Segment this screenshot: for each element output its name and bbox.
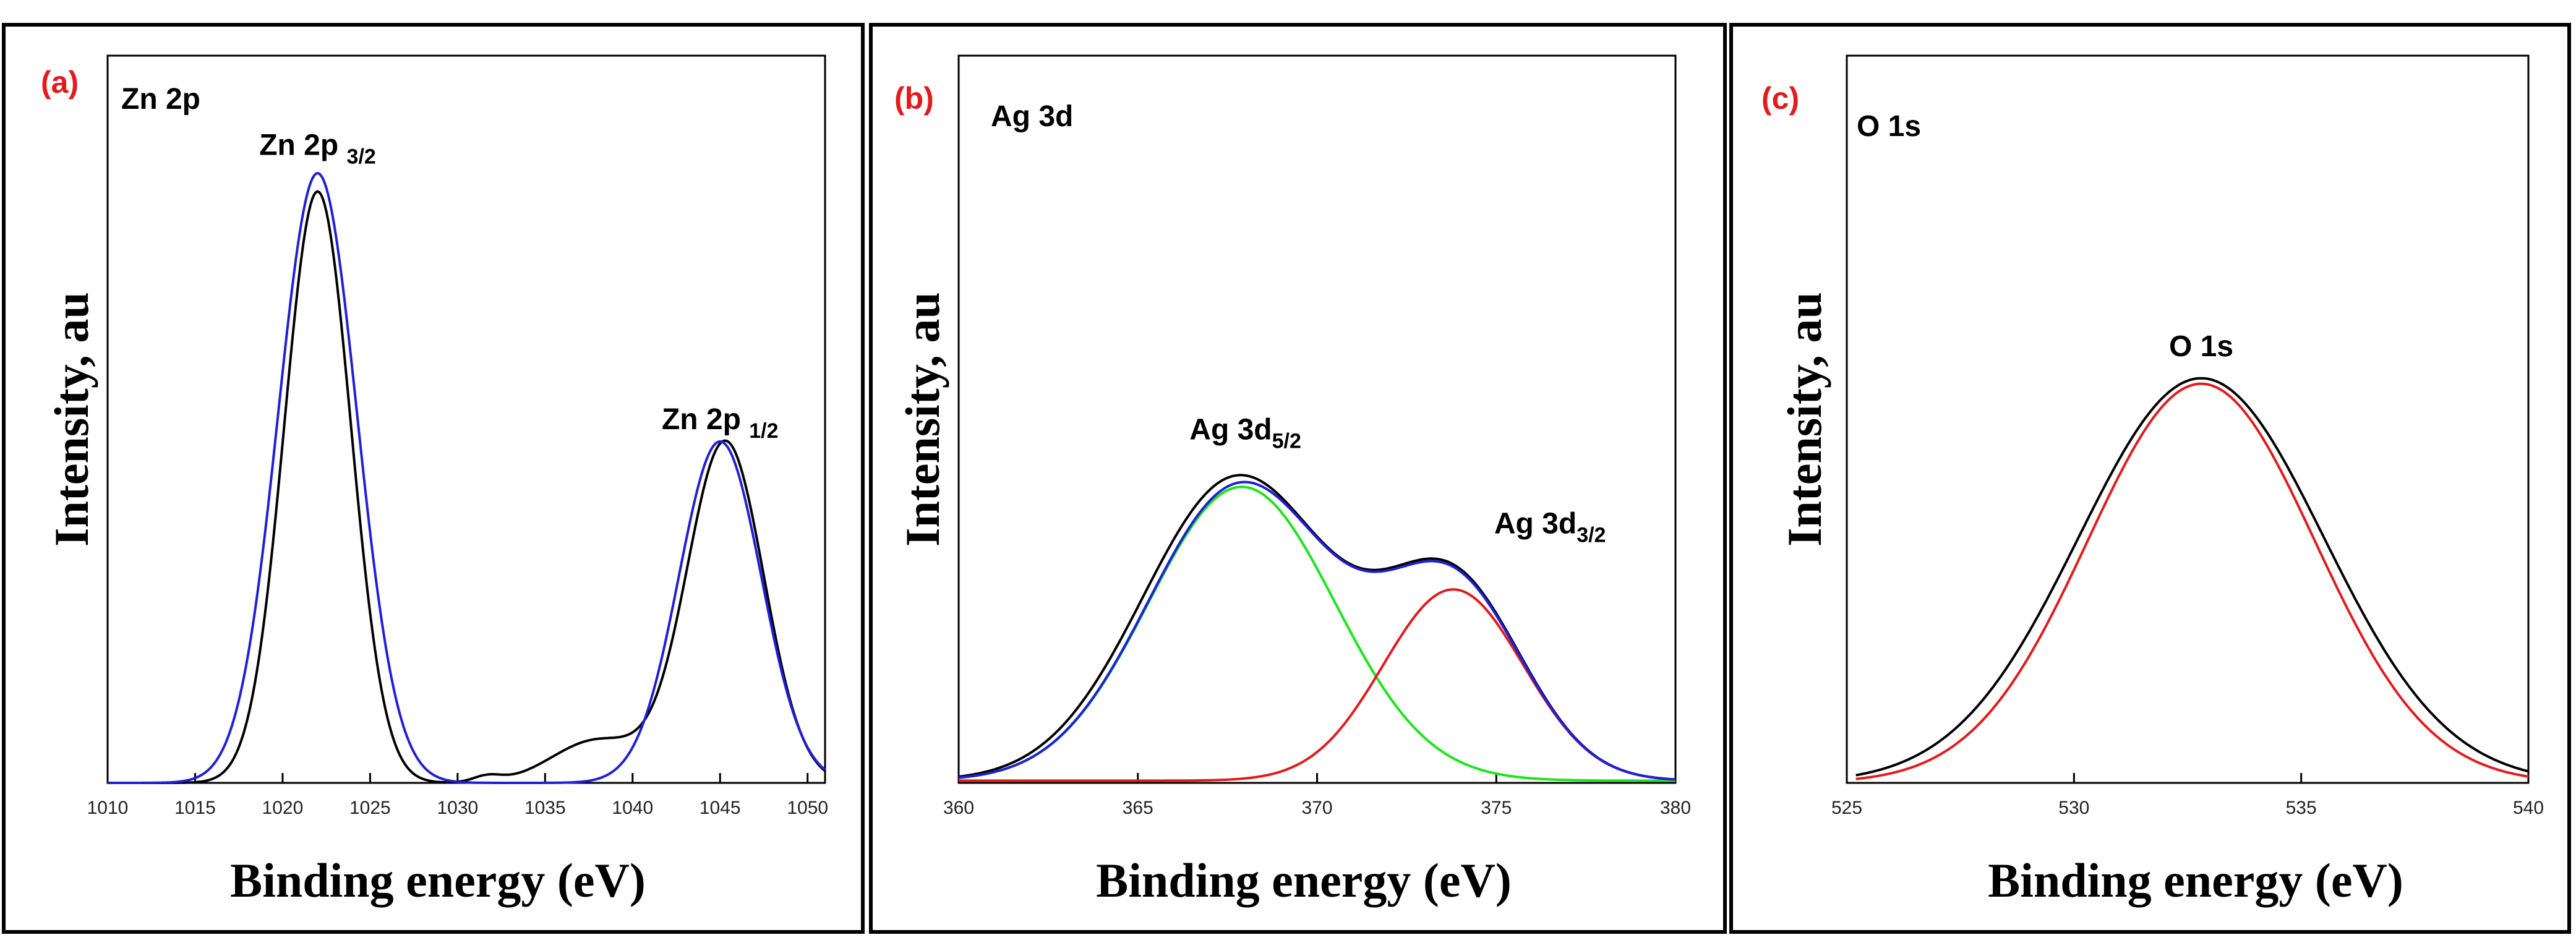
element-label: O 1s: [1857, 110, 1921, 143]
annotation-subscript: 3/2: [347, 145, 376, 168]
annotation-main: Zn 2p: [259, 129, 346, 161]
x-tick-label: 535: [2286, 798, 2317, 818]
x-tick-label: 370: [1301, 798, 1332, 818]
x-ticks: 360 365 370 375 380: [943, 773, 1691, 818]
y-axis-title: Intensity, au: [896, 292, 949, 547]
annotation-main: Zn 2p: [662, 403, 749, 436]
peak-annotation: Ag 3d5/2: [1189, 413, 1301, 453]
panel-a: (a) Zn 2p Intensity, au Binding energy (…: [2, 23, 865, 934]
panel-b: (b) Ag 3d Intensity, au Binding energy (…: [869, 23, 1727, 934]
panel-label: (c): [1761, 81, 1799, 116]
series-ag-3d3-2-component: [959, 588, 1676, 782]
panel-frame: [869, 23, 1727, 934]
x-tick-label: 1050: [787, 798, 828, 818]
x-tick-label: 530: [2058, 798, 2089, 818]
x-tick-label: 1030: [437, 798, 478, 818]
panel-frame: [1729, 23, 2571, 934]
annotation-subscript: 5/2: [1272, 429, 1301, 453]
x-tick-label: 1040: [612, 798, 653, 818]
y-axis-title: Intensity, au: [45, 292, 98, 547]
annotation-main: Ag 3d: [1494, 508, 1577, 540]
x-tick-label: 365: [1123, 798, 1153, 818]
x-tick-label: 360: [943, 798, 974, 818]
x-tick-label: 1010: [87, 798, 129, 818]
x-tick-label: 1045: [700, 798, 741, 818]
series-fit: [108, 171, 826, 784]
x-tick-label: 540: [2513, 798, 2544, 818]
series-fit: [1855, 382, 2529, 780]
series-experimental: [108, 190, 826, 784]
peak-annotations: Zn 2p 3/2Zn 2p 1/2: [259, 129, 778, 443]
x-axis-title: Binding energy (eV): [1096, 853, 1512, 907]
spectrum-curves: [108, 171, 826, 784]
peak-annotation: Zn 2p 1/2: [662, 403, 779, 443]
x-ticks: 1010 1015 1020 1025 1030 1035 1040 1045 1050: [87, 773, 828, 818]
series-experimental: [1855, 377, 2529, 777]
panel-label: (b): [894, 81, 934, 116]
element-label: Zn 2p: [121, 83, 200, 116]
annotation-main: O 1s: [2169, 330, 2233, 363]
peak-annotations: O 1s: [2169, 330, 2233, 363]
x-tick-label: 375: [1481, 798, 1512, 818]
annotation-subscript: 1/2: [749, 419, 778, 443]
x-tick-label: 1025: [349, 798, 391, 818]
peak-annotation: Zn 2p 3/2: [259, 129, 376, 168]
x-axis-title: Binding energy (eV): [230, 853, 646, 907]
x-tick-label: 525: [1831, 798, 1862, 818]
series-envelope: [958, 480, 1676, 781]
x-tick-label: 1035: [524, 798, 566, 818]
element-label: Ag 3d: [991, 100, 1073, 133]
annotation-subscript: 3/2: [1577, 524, 1606, 547]
panel-frame: [2, 23, 865, 934]
x-tick-label: 380: [1660, 798, 1691, 818]
spectrum-curves: [1855, 377, 2529, 780]
spectrum-curves: [958, 474, 1676, 782]
annotation-main: Ag 3d: [1189, 413, 1272, 446]
x-ticks: 525 530 535 540: [1831, 773, 2544, 818]
plot-area: [957, 54, 1677, 784]
x-tick-label: 1015: [174, 798, 216, 818]
y-axis-title: Intensity, au: [1778, 292, 1831, 547]
x-tick-label: 1020: [262, 798, 304, 818]
peak-annotation: O 1s: [2169, 330, 2233, 363]
peak-annotation: Ag 3d3/2: [1494, 508, 1606, 547]
x-axis-title: Binding energy (eV): [1988, 853, 2403, 907]
panel-c: (c) O 1s Intensity, au Binding energy (e…: [1729, 23, 2571, 934]
panel-label: (a): [41, 65, 79, 100]
plot-area: [1846, 54, 2530, 784]
peak-annotations: Ag 3d5/2Ag 3d3/2: [1189, 413, 1606, 547]
